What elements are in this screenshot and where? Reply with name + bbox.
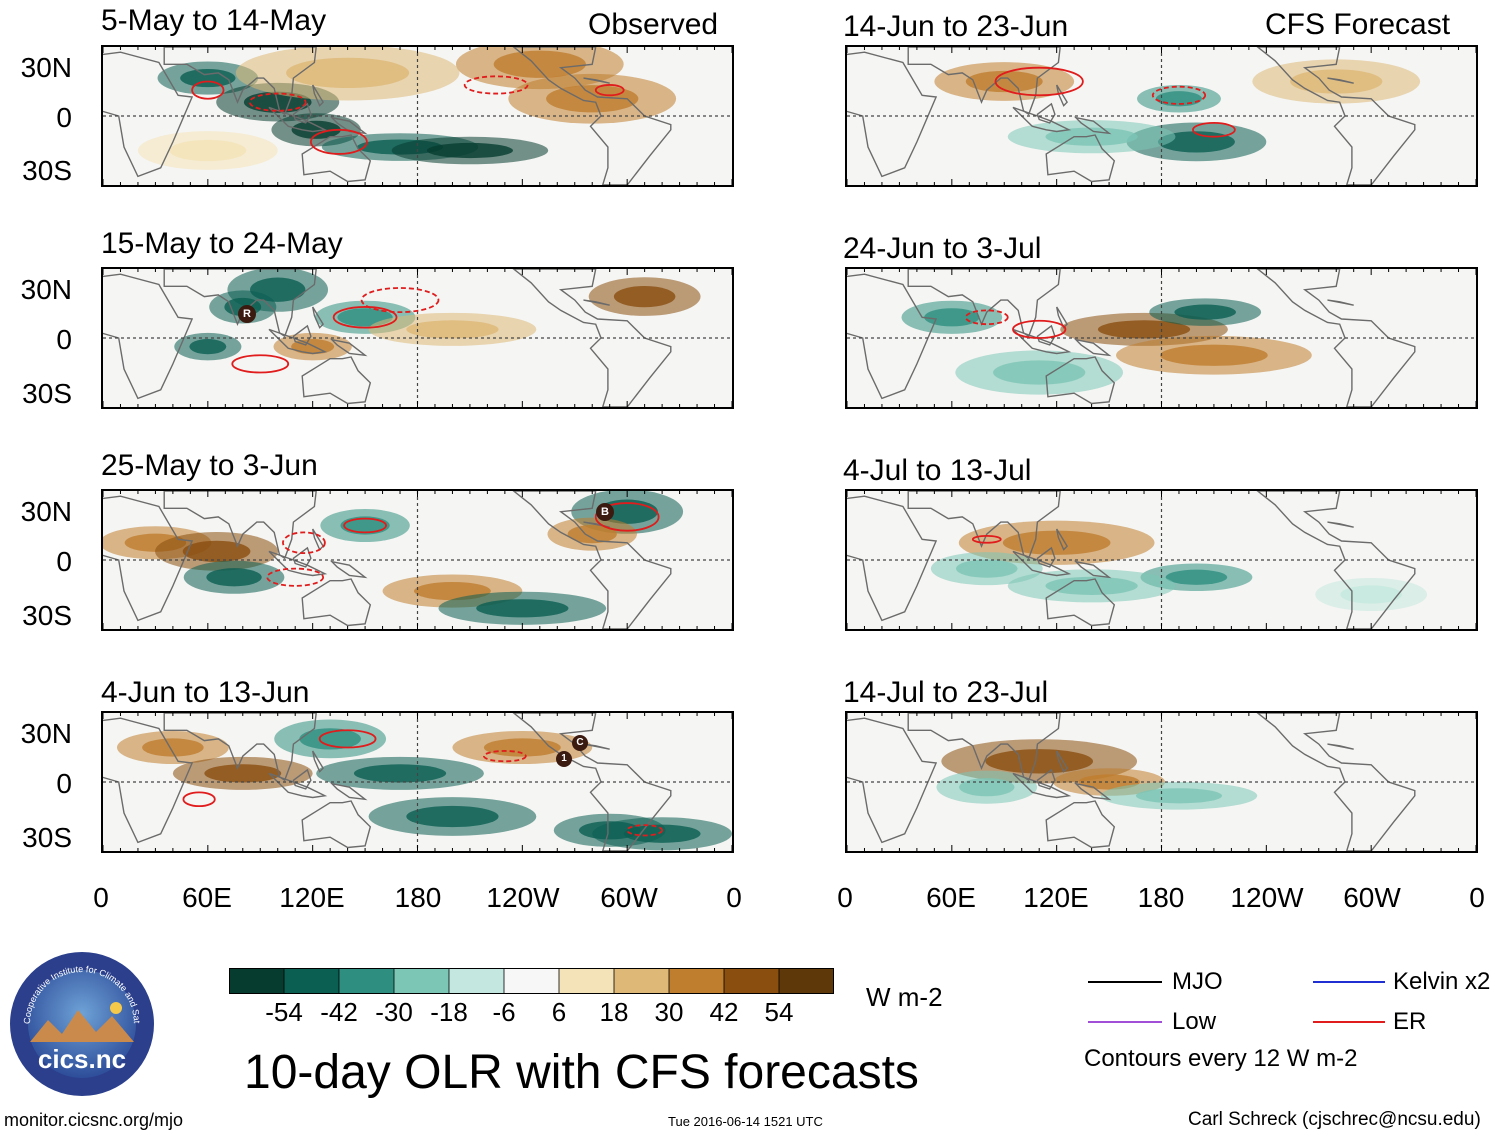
legend-low-label: Low (1172, 1008, 1217, 1035)
marker-r: R (238, 305, 256, 323)
fc-lon-120w: 120W (1230, 882, 1304, 913)
footer-timestamp: Tue 2016-06-14 1521 UTC (668, 1114, 823, 1129)
colorbar-swatch (724, 968, 780, 994)
fc-lon-0-end: 0 (1469, 882, 1485, 913)
fc-map-panel-2 (845, 267, 1478, 409)
colorbar-swatch (504, 968, 560, 994)
footer-credit: Carl Schreck (cjschrec@ncsu.edu) (1188, 1109, 1481, 1130)
cics-logo: Cooperative Institute for Climate and Sa… (5, 942, 156, 1098)
legend-er-label: ER (1393, 1008, 1427, 1035)
obs-lon-60e: 60E (182, 882, 232, 913)
marker-b: B (596, 503, 614, 521)
obs-map-panel-2 (101, 267, 734, 409)
lat-label-eq: 0 (56, 546, 72, 577)
fc-lon-180: 180 (1137, 882, 1185, 913)
colorbar-label: -18 (430, 997, 468, 1027)
obs-lon-120w: 120W (486, 882, 560, 913)
colorbar-swatch (614, 968, 670, 994)
colorbar-swatch (669, 968, 725, 994)
obs-panel-1-title: 5-May to 14-May (101, 4, 327, 37)
colorbar-label: -54 (265, 997, 303, 1027)
obs-lon-120e: 120E (279, 882, 345, 913)
legend-kelvin-label: Kelvin x2 (1393, 968, 1491, 995)
marker-1: 1 (556, 751, 572, 767)
fc-map-panel-4 (845, 711, 1478, 853)
fc-panel-2-title: 24-Jun to 3-Jul (843, 232, 1042, 265)
legend-er-line (1313, 1021, 1385, 1023)
lat-label-eq: 0 (56, 102, 72, 133)
obs-lon-0-end: 0 (726, 882, 742, 913)
obs-panel-4-title: 4-Jun to 13-Jun (101, 676, 310, 709)
lat-label-30s: 30S (22, 600, 72, 631)
lat-label-eq: 0 (56, 324, 72, 355)
obs-map-panel-4 (101, 711, 734, 853)
fc-map-panel-1 (845, 45, 1478, 187)
main-title: 10-day OLR with CFS forecasts (244, 1046, 919, 1099)
marker-c: C (572, 735, 588, 751)
obs-lon-0: 0 (93, 882, 109, 913)
obs-lon-180: 180 (394, 882, 442, 913)
lat-label-eq: 0 (56, 768, 72, 799)
obs-map-panel-1 (101, 45, 734, 187)
legend-low-line (1088, 1021, 1162, 1023)
legend-kelvin-line (1313, 981, 1385, 983)
fc-panel-3-title: 4-Jul to 13-Jul (843, 454, 1032, 487)
lat-label-30s: 30S (22, 822, 72, 853)
legend-mjo-line (1088, 981, 1162, 983)
colorbar-label: 54 (764, 997, 794, 1027)
colorbar-label: -30 (375, 997, 413, 1027)
lat-label-30n: 30N (20, 274, 72, 305)
colorbar-swatch (284, 968, 340, 994)
fc-lon-120e: 120E (1023, 882, 1089, 913)
colorbar-label: -42 (320, 997, 358, 1027)
lat-label-30s: 30S (22, 155, 72, 186)
colorbar-label: 42 (709, 997, 739, 1027)
colorbar-swatch (339, 968, 395, 994)
colorbar-label: 6 (551, 997, 567, 1027)
legend-note: Contours every 12 W m-2 (1084, 1045, 1358, 1072)
colorbar-label: 30 (654, 997, 684, 1027)
fc-lon-0: 0 (837, 882, 853, 913)
colorbar-swatch (229, 968, 285, 994)
fc-map-panel-3 (845, 489, 1478, 631)
forecast-label: CFS Forecast (1265, 8, 1451, 41)
lat-label-30n: 30N (20, 52, 72, 83)
colorbar-label: 18 (599, 997, 629, 1027)
fc-lon-60e: 60E (926, 882, 976, 913)
colorbar-swatch (449, 968, 505, 994)
fc-panel-1-title: 14-Jun to 23-Jun (843, 10, 1069, 43)
fc-panel-4-title: 14-Jul to 23-Jul (843, 676, 1049, 709)
fc-lon-60w: 60W (1343, 882, 1401, 913)
obs-lon-60w: 60W (600, 882, 658, 913)
lat-label-30n: 30N (20, 496, 72, 527)
obs-panel-3-title: 25-May to 3-Jun (101, 449, 318, 482)
obs-map-panel-3 (101, 489, 734, 631)
lat-label-30n: 30N (20, 718, 72, 749)
colorbar-swatch (559, 968, 615, 994)
lat-label-30s: 30S (22, 378, 72, 409)
obs-panel-2-title: 15-May to 24-May (101, 227, 343, 260)
colorbar-label: -6 (492, 997, 516, 1027)
observed-label: Observed (588, 8, 719, 41)
colorbar-units: W m-2 (866, 982, 943, 1012)
logo-text: cics.nc (38, 1044, 126, 1074)
colorbar (229, 968, 835, 994)
colorbar-swatch (394, 968, 450, 994)
legend-mjo-label: MJO (1172, 968, 1223, 995)
footer-website[interactable]: monitor.cicsnc.org/mjo (4, 1110, 184, 1130)
colorbar-swatch (779, 968, 835, 994)
